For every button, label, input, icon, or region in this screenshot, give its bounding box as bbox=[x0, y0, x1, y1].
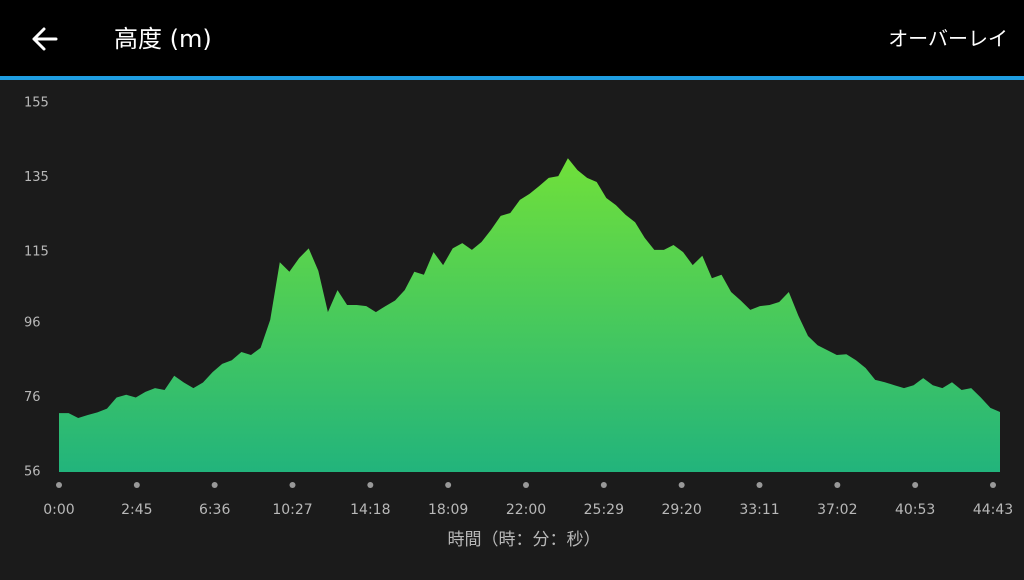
x-axis-title: 時間（時：分：秒） bbox=[448, 530, 601, 550]
x-tick-label: 0:00 bbox=[43, 502, 74, 518]
back-button[interactable] bbox=[32, 27, 58, 51]
x-tick-dot bbox=[133, 482, 140, 488]
x-tick-dot bbox=[834, 482, 841, 488]
x-tick-label: 33:11 bbox=[739, 502, 779, 518]
x-tick-label: 18:09 bbox=[428, 502, 468, 518]
x-tick-dot bbox=[756, 482, 763, 488]
y-tick-label: 56 bbox=[24, 465, 41, 480]
y-tick-label: 96 bbox=[24, 315, 41, 330]
x-tick-dot bbox=[56, 482, 62, 488]
x-tick-label: 2:45 bbox=[121, 502, 152, 518]
x-tick-dot bbox=[600, 482, 607, 488]
x-tick-label: 37:02 bbox=[817, 502, 857, 518]
x-tick-label: 10:27 bbox=[272, 502, 312, 518]
y-tick-label: 76 bbox=[24, 390, 41, 405]
x-tick-label: 22:00 bbox=[506, 502, 546, 518]
y-tick-label: 135 bbox=[24, 170, 49, 185]
x-tick-dot bbox=[445, 482, 452, 488]
page-title: 高度 (m) bbox=[114, 25, 212, 53]
x-tick-dot bbox=[912, 482, 919, 488]
top-bar-accent bbox=[0, 76, 1024, 80]
x-tick-label: 25:29 bbox=[584, 502, 624, 518]
x-tick-dot bbox=[289, 482, 296, 488]
overlay-button[interactable]: オーバーレイ bbox=[888, 27, 1008, 51]
y-tick-label: 115 bbox=[24, 245, 49, 260]
top-bar bbox=[0, 0, 1024, 76]
x-tick-dot bbox=[990, 482, 996, 488]
x-tick-label: 14:18 bbox=[350, 502, 390, 518]
x-tick-label: 40:53 bbox=[895, 502, 935, 518]
x-tick-label: 6:36 bbox=[199, 502, 231, 518]
x-tick-dot bbox=[367, 482, 374, 488]
y-tick-label: 155 bbox=[24, 96, 49, 111]
x-tick-label: 29:20 bbox=[661, 502, 701, 518]
x-tick-dot bbox=[523, 482, 529, 488]
x-tick-dot bbox=[211, 482, 218, 488]
x-tick-label: 44:43 bbox=[973, 502, 1013, 518]
back-arrow[interactable] bbox=[32, 27, 58, 51]
x-tick-dot bbox=[678, 482, 685, 488]
elevation-area bbox=[59, 158, 1000, 472]
